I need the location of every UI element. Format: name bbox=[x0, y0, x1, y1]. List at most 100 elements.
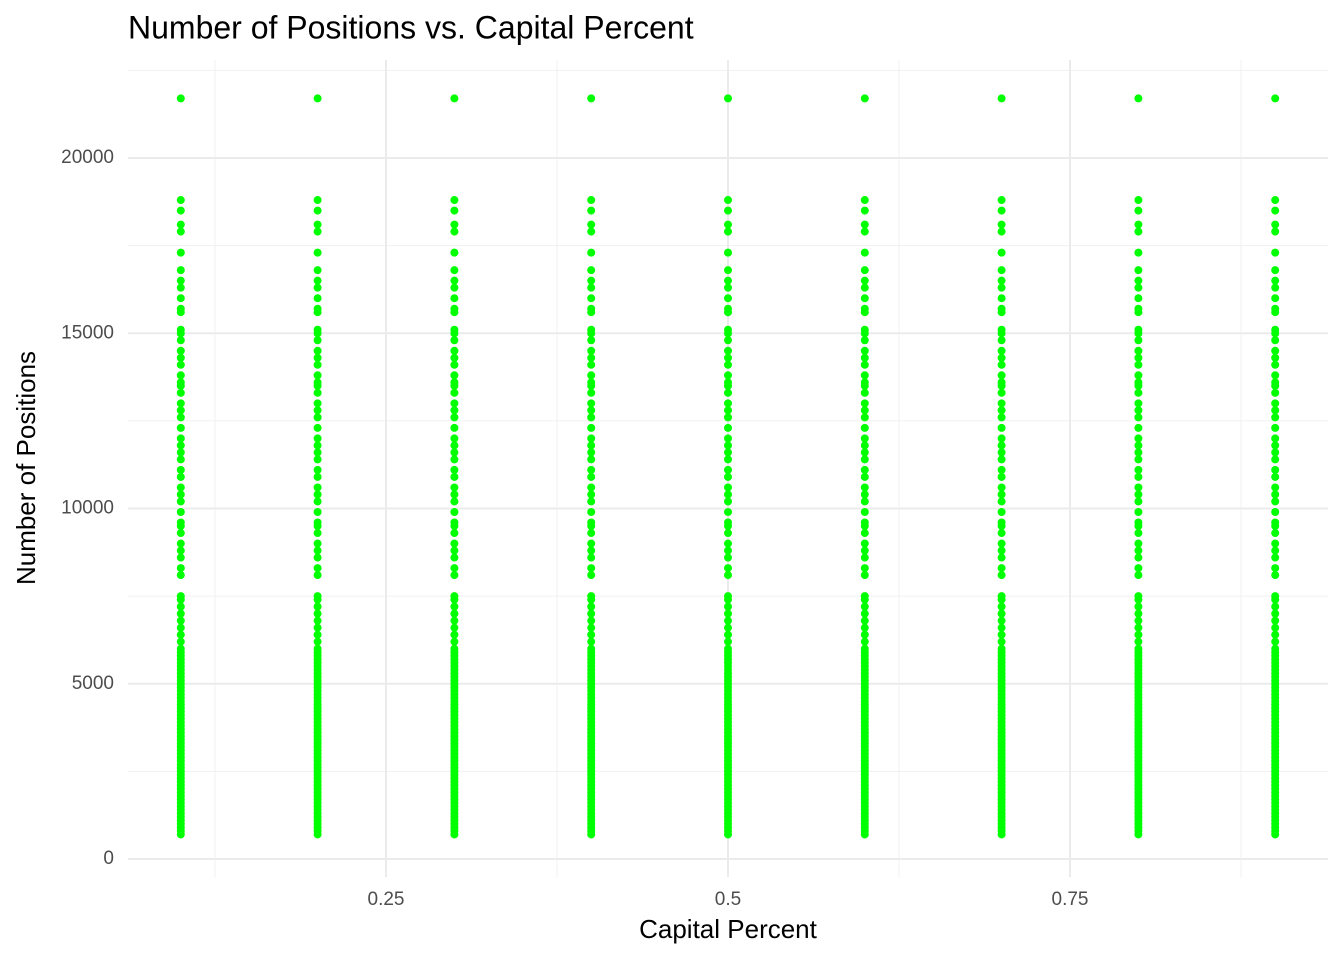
point bbox=[860, 371, 869, 380]
point bbox=[176, 455, 185, 464]
point bbox=[997, 455, 1006, 464]
point bbox=[997, 381, 1006, 390]
point bbox=[450, 529, 459, 538]
point bbox=[176, 308, 185, 317]
point bbox=[587, 360, 596, 369]
point bbox=[724, 399, 732, 408]
point bbox=[860, 490, 869, 499]
point bbox=[450, 423, 459, 432]
point bbox=[313, 553, 322, 562]
point bbox=[860, 266, 869, 275]
y-tick-label: 10000 bbox=[61, 498, 114, 519]
point bbox=[997, 507, 1006, 516]
point bbox=[997, 434, 1006, 443]
point bbox=[724, 448, 732, 457]
point bbox=[587, 336, 596, 345]
point bbox=[724, 465, 732, 474]
point bbox=[724, 346, 732, 355]
point bbox=[860, 623, 869, 632]
point bbox=[1271, 465, 1280, 474]
point bbox=[450, 346, 459, 355]
point bbox=[176, 571, 185, 580]
point bbox=[1134, 448, 1143, 457]
point bbox=[1271, 196, 1280, 205]
point bbox=[1134, 371, 1143, 380]
point bbox=[450, 546, 459, 555]
point bbox=[724, 571, 732, 580]
point bbox=[1134, 507, 1143, 516]
point bbox=[1271, 406, 1280, 415]
point bbox=[1271, 434, 1280, 443]
point bbox=[997, 413, 1006, 422]
point bbox=[1134, 497, 1143, 506]
point bbox=[587, 571, 596, 580]
point bbox=[997, 465, 1006, 474]
point bbox=[587, 206, 596, 215]
point bbox=[724, 602, 732, 611]
point bbox=[450, 602, 459, 611]
point bbox=[587, 497, 596, 506]
point bbox=[176, 336, 185, 345]
point bbox=[313, 571, 322, 580]
point bbox=[1271, 441, 1280, 450]
point bbox=[997, 248, 1006, 257]
point bbox=[450, 830, 459, 839]
point bbox=[997, 616, 1006, 625]
point bbox=[176, 276, 185, 285]
point bbox=[313, 329, 322, 338]
point bbox=[587, 441, 596, 450]
point bbox=[313, 472, 322, 481]
point bbox=[1271, 623, 1280, 632]
point bbox=[313, 522, 322, 531]
point bbox=[587, 276, 596, 285]
point bbox=[1271, 637, 1280, 646]
point bbox=[176, 448, 185, 457]
point bbox=[450, 413, 459, 422]
point bbox=[313, 441, 322, 450]
point bbox=[587, 381, 596, 390]
point bbox=[313, 465, 322, 474]
point bbox=[176, 539, 185, 548]
point bbox=[1134, 94, 1143, 103]
point bbox=[313, 381, 322, 390]
point bbox=[997, 546, 1006, 555]
point bbox=[860, 294, 869, 303]
point bbox=[724, 595, 732, 604]
point bbox=[860, 529, 869, 538]
point bbox=[176, 623, 185, 632]
point bbox=[724, 483, 732, 492]
point bbox=[1134, 609, 1143, 618]
point bbox=[176, 94, 185, 103]
point bbox=[860, 564, 869, 573]
point bbox=[724, 423, 732, 432]
point bbox=[587, 529, 596, 538]
point bbox=[176, 423, 185, 432]
point bbox=[1271, 329, 1280, 338]
x-tick-label: 0.5 bbox=[715, 889, 741, 910]
point bbox=[1271, 529, 1280, 538]
point bbox=[860, 248, 869, 257]
point bbox=[860, 441, 869, 450]
point bbox=[450, 276, 459, 285]
point bbox=[587, 490, 596, 499]
point bbox=[1134, 283, 1143, 292]
point bbox=[176, 353, 185, 362]
point bbox=[450, 371, 459, 380]
point bbox=[587, 388, 596, 397]
point bbox=[724, 637, 732, 646]
point bbox=[313, 371, 322, 380]
point bbox=[313, 353, 322, 362]
point bbox=[1134, 441, 1143, 450]
point bbox=[724, 329, 732, 338]
point bbox=[313, 294, 322, 303]
point bbox=[587, 637, 596, 646]
point bbox=[587, 630, 596, 639]
point bbox=[313, 360, 322, 369]
point bbox=[1134, 553, 1143, 562]
point bbox=[724, 206, 732, 215]
point bbox=[1134, 220, 1143, 229]
point bbox=[450, 406, 459, 415]
point bbox=[997, 388, 1006, 397]
point bbox=[997, 220, 1006, 229]
